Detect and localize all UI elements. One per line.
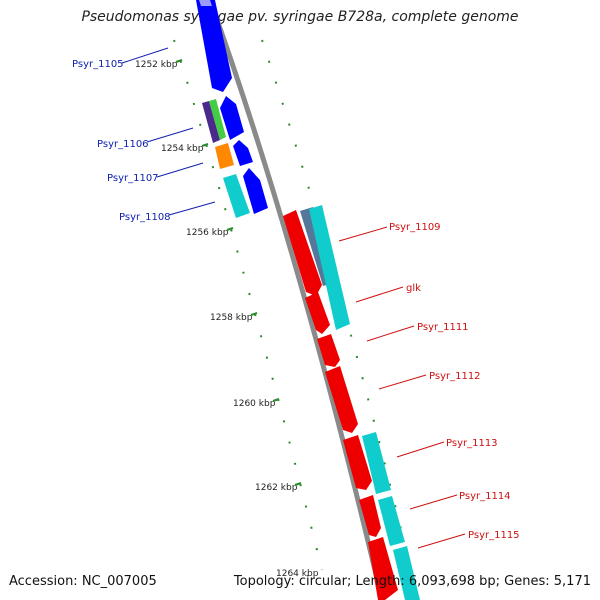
gene-label: Psyr_1114 — [459, 491, 511, 502]
gene-block — [393, 546, 420, 600]
gene-arrow — [359, 495, 381, 537]
gene-arrow — [305, 292, 330, 334]
gene-block — [202, 101, 220, 143]
scale-label: 1252 kbp — [135, 60, 178, 70]
map-title: Pseudomonas syringae pv. syringae B728a,… — [81, 9, 519, 25]
gene-arrow — [368, 537, 398, 600]
gene-arrow — [343, 435, 372, 490]
gene-block — [209, 99, 226, 140]
scale-label: 1264 kbp — [276, 569, 319, 579]
scale-label: 1254 kbp — [161, 144, 204, 154]
topology-text: Topology: circular; Length: 6,093,698 bp… — [233, 574, 591, 589]
lower-gene-features — [283, 205, 420, 600]
gene-label: Psyr_1105 — [72, 59, 124, 70]
gene-label: Psyr_1106 — [97, 139, 149, 150]
scale-label: 1258 kbp — [210, 313, 253, 323]
gene-arrow — [196, 0, 232, 92]
left-gene-labels: Psyr_1105 Psyr_1106 Psyr_1107 Psyr_1108 — [72, 47, 216, 223]
gene-arrow — [233, 140, 253, 166]
gene-arrow — [317, 334, 340, 367]
gene-arrow — [220, 96, 244, 140]
gene-label: Psyr_1108 — [119, 212, 171, 223]
gene-label: Psyr_1115 — [468, 530, 520, 541]
gene-label: Psyr_1112 — [429, 371, 481, 382]
accession-text: Accession: NC_007005 — [9, 574, 157, 589]
gene-label: Psyr_1107 — [107, 173, 159, 184]
gene-label: glk — [406, 283, 421, 294]
scale-label: 1262 kbp — [255, 483, 298, 493]
gene-block — [378, 496, 405, 546]
gene-label: Psyr_1111 — [417, 322, 469, 333]
gene-block — [309, 205, 350, 330]
gene-arrow — [199, 0, 212, 6]
left-tick-ring — [173, 39, 323, 571]
scale-label: 1260 kbp — [233, 399, 276, 409]
gene-arrow — [325, 366, 358, 433]
scale-label: 1256 kbp — [186, 228, 229, 238]
right-gene-labels: Psyr_1109 glk Psyr_1111 Psyr_1112 Psyr_1… — [338, 222, 520, 549]
gene-label: Psyr_1113 — [446, 438, 498, 449]
scale-labels: 1252 kbp 1254 kbp 1256 kbp 1258 kbp 1260… — [135, 59, 319, 579]
gene-block — [215, 143, 234, 169]
gene-block — [362, 432, 391, 494]
gene-arrow — [243, 168, 268, 214]
upper-gene-features — [196, 0, 268, 218]
gene-label: Psyr_1109 — [389, 222, 441, 233]
gene-arrow — [283, 210, 322, 296]
genome-backbone — [207, 0, 385, 600]
gene-block — [223, 174, 250, 218]
